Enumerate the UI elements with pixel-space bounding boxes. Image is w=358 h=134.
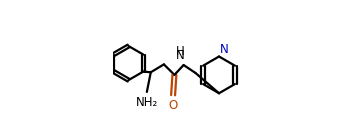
Text: NH₂: NH₂ <box>136 96 158 109</box>
Text: N: N <box>220 43 229 56</box>
Text: H: H <box>176 45 185 58</box>
Text: O: O <box>169 99 178 112</box>
Text: N: N <box>176 49 185 62</box>
